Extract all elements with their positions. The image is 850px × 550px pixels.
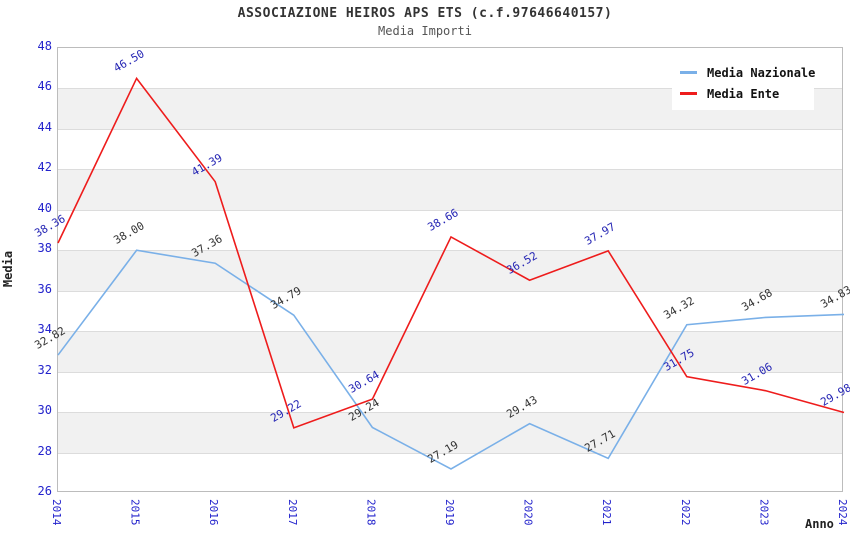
legend-item-media-ente[interactable]: Media Ente <box>680 83 806 104</box>
gridline <box>58 250 842 252</box>
background-band <box>58 250 842 291</box>
line-media-ente <box>57 76 845 429</box>
media-nazionale-line-swatch-icon <box>680 71 697 74</box>
gridline <box>58 88 842 90</box>
legend-label: Media Nazionale <box>707 65 816 80</box>
x-tick-label: 2019 <box>443 499 456 526</box>
chart-subtitle: Media Importi <box>378 24 472 38</box>
x-tick-label: 2020 <box>521 499 535 526</box>
series-lines <box>57 76 845 470</box>
x-tick-label: 2017 <box>285 499 299 526</box>
y-tick-label: 32 <box>37 362 52 377</box>
x-tick-label: 2015 <box>128 499 142 526</box>
legend-item-media-nazionale[interactable]: Media Nazionale <box>680 62 815 83</box>
background-band <box>58 331 842 372</box>
x-tick-label: 2016 <box>207 499 221 526</box>
y-tick-label: 44 <box>37 119 52 134</box>
y-tick-label: 34 <box>37 322 52 337</box>
x-tick-label: 2014 <box>50 499 63 526</box>
y-tick-label: 40 <box>37 200 52 215</box>
gridline <box>58 169 842 171</box>
y-tick-label: 38 <box>37 241 52 256</box>
y-tick-label: 30 <box>37 403 52 418</box>
plot-area: 32.82 38.00 37.36 34.79 29.24 27.19 29.43 27.71… <box>32 47 850 492</box>
gridline <box>58 371 842 373</box>
background-band <box>58 412 842 453</box>
y-tick-label: 26 <box>37 484 52 498</box>
y-tick-label: 48 <box>37 39 52 53</box>
gridline <box>58 128 842 130</box>
x-tick-label: 2018 <box>364 499 378 526</box>
y-tick-label: 46 <box>37 79 52 94</box>
y-tick-label: 42 <box>37 160 52 175</box>
chart-title: ASSOCIAZIONE HEIROS APS ETS (c.f.9764664… <box>237 6 613 21</box>
y-tick-label: 28 <box>37 443 52 458</box>
gridline <box>58 331 842 333</box>
x-tick-label: 2023 <box>757 499 771 526</box>
x-tick-label: 2022 <box>678 499 692 526</box>
gridline <box>58 452 842 454</box>
media-ente-line-swatch-icon <box>680 92 697 95</box>
gridline <box>58 209 842 211</box>
background-band <box>58 169 842 210</box>
legend: Media Nazionale Media Ente <box>672 55 815 110</box>
x-tick-label: 2021 <box>600 499 614 526</box>
x-axis-title: Anno <box>805 517 834 531</box>
legend-label: Media Ente <box>707 86 780 101</box>
gridline <box>58 290 842 292</box>
y-tick-label: 36 <box>37 281 52 296</box>
x-tick-label: 2024 <box>836 499 849 526</box>
gridline <box>58 412 842 414</box>
line-media-nazionale <box>57 249 845 470</box>
